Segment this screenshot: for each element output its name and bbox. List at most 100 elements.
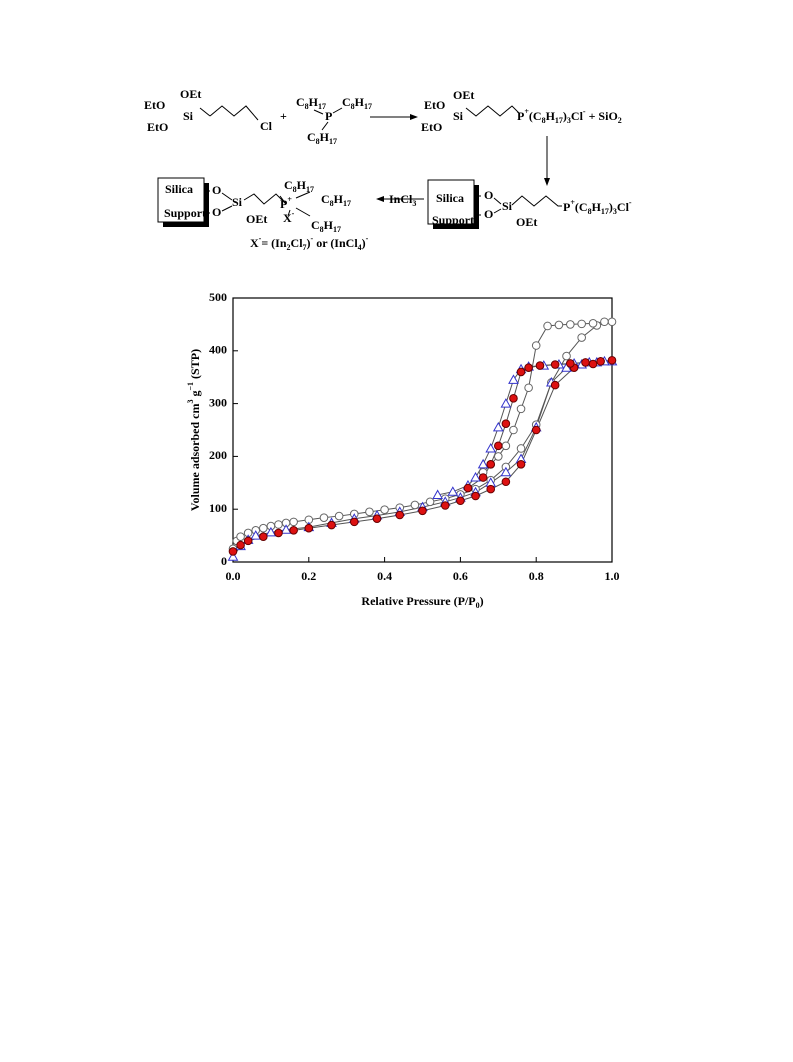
scheme-label: O (484, 207, 493, 221)
scheme-label: C8H17 (342, 95, 372, 112)
x-tick-label: 0.0 (226, 569, 241, 583)
x-tick-label: 0.6 (453, 569, 468, 583)
marker (265, 526, 277, 537)
subscript: 17 (318, 102, 326, 111)
text-part: ) (480, 594, 484, 608)
scheme-label: EtO (144, 98, 165, 112)
marker (554, 320, 564, 330)
text-part: X (250, 236, 259, 250)
text-part: H (592, 200, 602, 214)
text-part: H (297, 178, 307, 192)
subscript: 7 (303, 243, 307, 252)
text-part: + SiO (586, 109, 618, 123)
text-part: C (321, 192, 330, 206)
scheme-label: EtO (147, 120, 168, 134)
marker (543, 321, 552, 331)
scheme-label: Si (183, 109, 194, 123)
text-part: Cl (571, 109, 584, 123)
scheme-label: C8H17 (284, 178, 314, 195)
marker (463, 483, 473, 493)
marker (236, 540, 245, 550)
text-part: Silica (436, 191, 464, 205)
scheme-label: + (280, 109, 287, 123)
text-part: Cl (291, 236, 304, 250)
y-tick-label: 400 (209, 343, 227, 357)
bond (243, 193, 287, 205)
text-part: Si (453, 109, 464, 123)
scheme-label: Si (502, 199, 513, 213)
superscript: 3 (186, 400, 195, 404)
y-tick-label: 300 (209, 395, 227, 409)
text-part: Si (232, 195, 243, 209)
text-part: Support (432, 213, 474, 227)
marker (562, 351, 571, 361)
series-line (232, 360, 613, 558)
text-part: Volume adsorbed cm (188, 403, 202, 511)
superscript: - (583, 107, 586, 116)
text-part: = (In (261, 236, 287, 250)
marker (289, 526, 298, 535)
subscript: 8 (351, 102, 355, 111)
scheme-label: P+(C8H17)3Cl- + SiO2 (517, 107, 622, 125)
marker (486, 460, 496, 469)
marker (395, 510, 405, 520)
subscript: 8 (330, 199, 334, 208)
scheme-label: O (212, 183, 221, 197)
text-part: OEt (180, 87, 201, 101)
marker (516, 367, 526, 377)
text-part: (C (529, 109, 542, 123)
subscript: 8 (305, 102, 309, 111)
scheme-label: InCl3 (389, 192, 416, 209)
marker (236, 532, 245, 541)
marker (334, 511, 344, 521)
marker (372, 514, 382, 524)
marker (227, 551, 239, 561)
marker (365, 507, 374, 517)
marker (319, 513, 329, 522)
marker (280, 524, 292, 534)
subscript: 4 (358, 243, 362, 252)
superscript: - (629, 198, 632, 207)
scheme-label: C8H17 (307, 130, 337, 147)
marker (478, 473, 488, 482)
marker (418, 506, 427, 516)
text-part: EtO (421, 120, 442, 134)
scheme-label: Si (232, 195, 243, 209)
marker (577, 333, 586, 342)
text-part: Support (164, 206, 206, 220)
marker (501, 419, 511, 428)
marker (259, 523, 268, 533)
marker (304, 523, 314, 533)
marker (410, 500, 420, 510)
scheme-label: Silica (165, 182, 193, 196)
y-tick-label: 500 (209, 290, 227, 304)
subscript: 2 (287, 243, 291, 252)
marker (607, 317, 617, 327)
text-part: C (342, 95, 351, 109)
text-part: H (546, 109, 556, 123)
text-part: Cl (617, 200, 630, 214)
text-part: Silica (165, 182, 193, 196)
superscript: - (366, 234, 369, 243)
text-part: P (563, 200, 570, 214)
text-part: H (324, 218, 334, 232)
bond (199, 105, 259, 121)
marker (250, 530, 262, 540)
marker (509, 425, 518, 435)
subscript: 17 (329, 137, 337, 146)
x-axis-title: Relative Pressure (P/P0) (361, 594, 483, 611)
subscript: 8 (293, 185, 297, 194)
superscript: - (259, 234, 262, 243)
text-part: O (484, 207, 493, 221)
marker (501, 477, 511, 487)
text-part: g (188, 391, 202, 400)
plot-frame (232, 297, 613, 563)
marker (566, 359, 575, 368)
superscript: + (287, 195, 292, 204)
subscript: 0 (476, 601, 480, 610)
scheme-label: EtO (424, 98, 445, 112)
text-part: H (309, 95, 319, 109)
text-part: EtO (147, 120, 168, 134)
marker (531, 425, 541, 435)
